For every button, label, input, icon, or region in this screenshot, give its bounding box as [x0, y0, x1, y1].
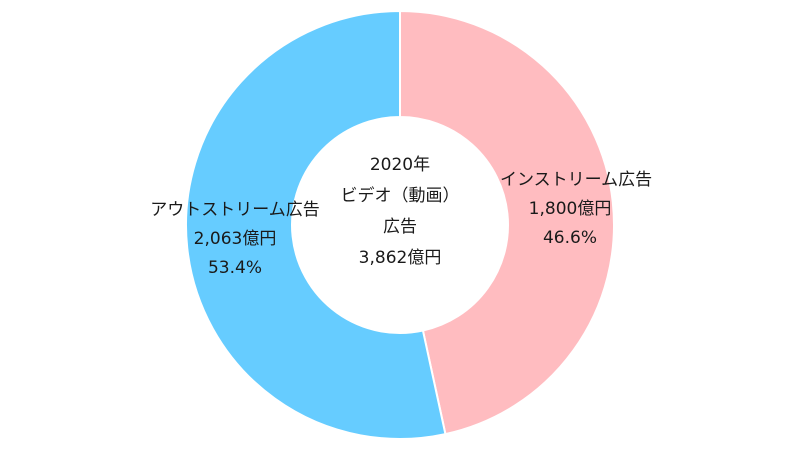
slice-label-instream: インストリーム広告 1,800億円 46.6% — [500, 166, 653, 253]
slice-name-instream: インストリーム広告 — [500, 170, 653, 190]
center-total: 3,862億円 — [358, 248, 442, 268]
center-category: ビデオ（動画） — [340, 186, 460, 206]
slice-name-outstream: アウトストリーム広告 — [150, 200, 320, 220]
center-year: 2020年 — [369, 155, 431, 175]
slice-value-outstream: 2,063億円 — [193, 229, 277, 249]
donut-slice-instream — [399, 9, 615, 436]
donut-slices — [185, 9, 615, 440]
slice-percent-instream: 46.6% — [542, 228, 597, 248]
center-ad: 広告 — [383, 217, 417, 237]
slice-label-outstream: アウトストリーム広告 2,063億円 53.4% — [150, 196, 320, 283]
center-label: 2020年 ビデオ（動画） 広告 3,862億円 — [300, 150, 500, 274]
donut-slice-outstream — [185, 9, 447, 440]
slice-value-instream: 1,800億円 — [528, 199, 612, 219]
slice-percent-outstream: 53.4% — [207, 258, 262, 278]
